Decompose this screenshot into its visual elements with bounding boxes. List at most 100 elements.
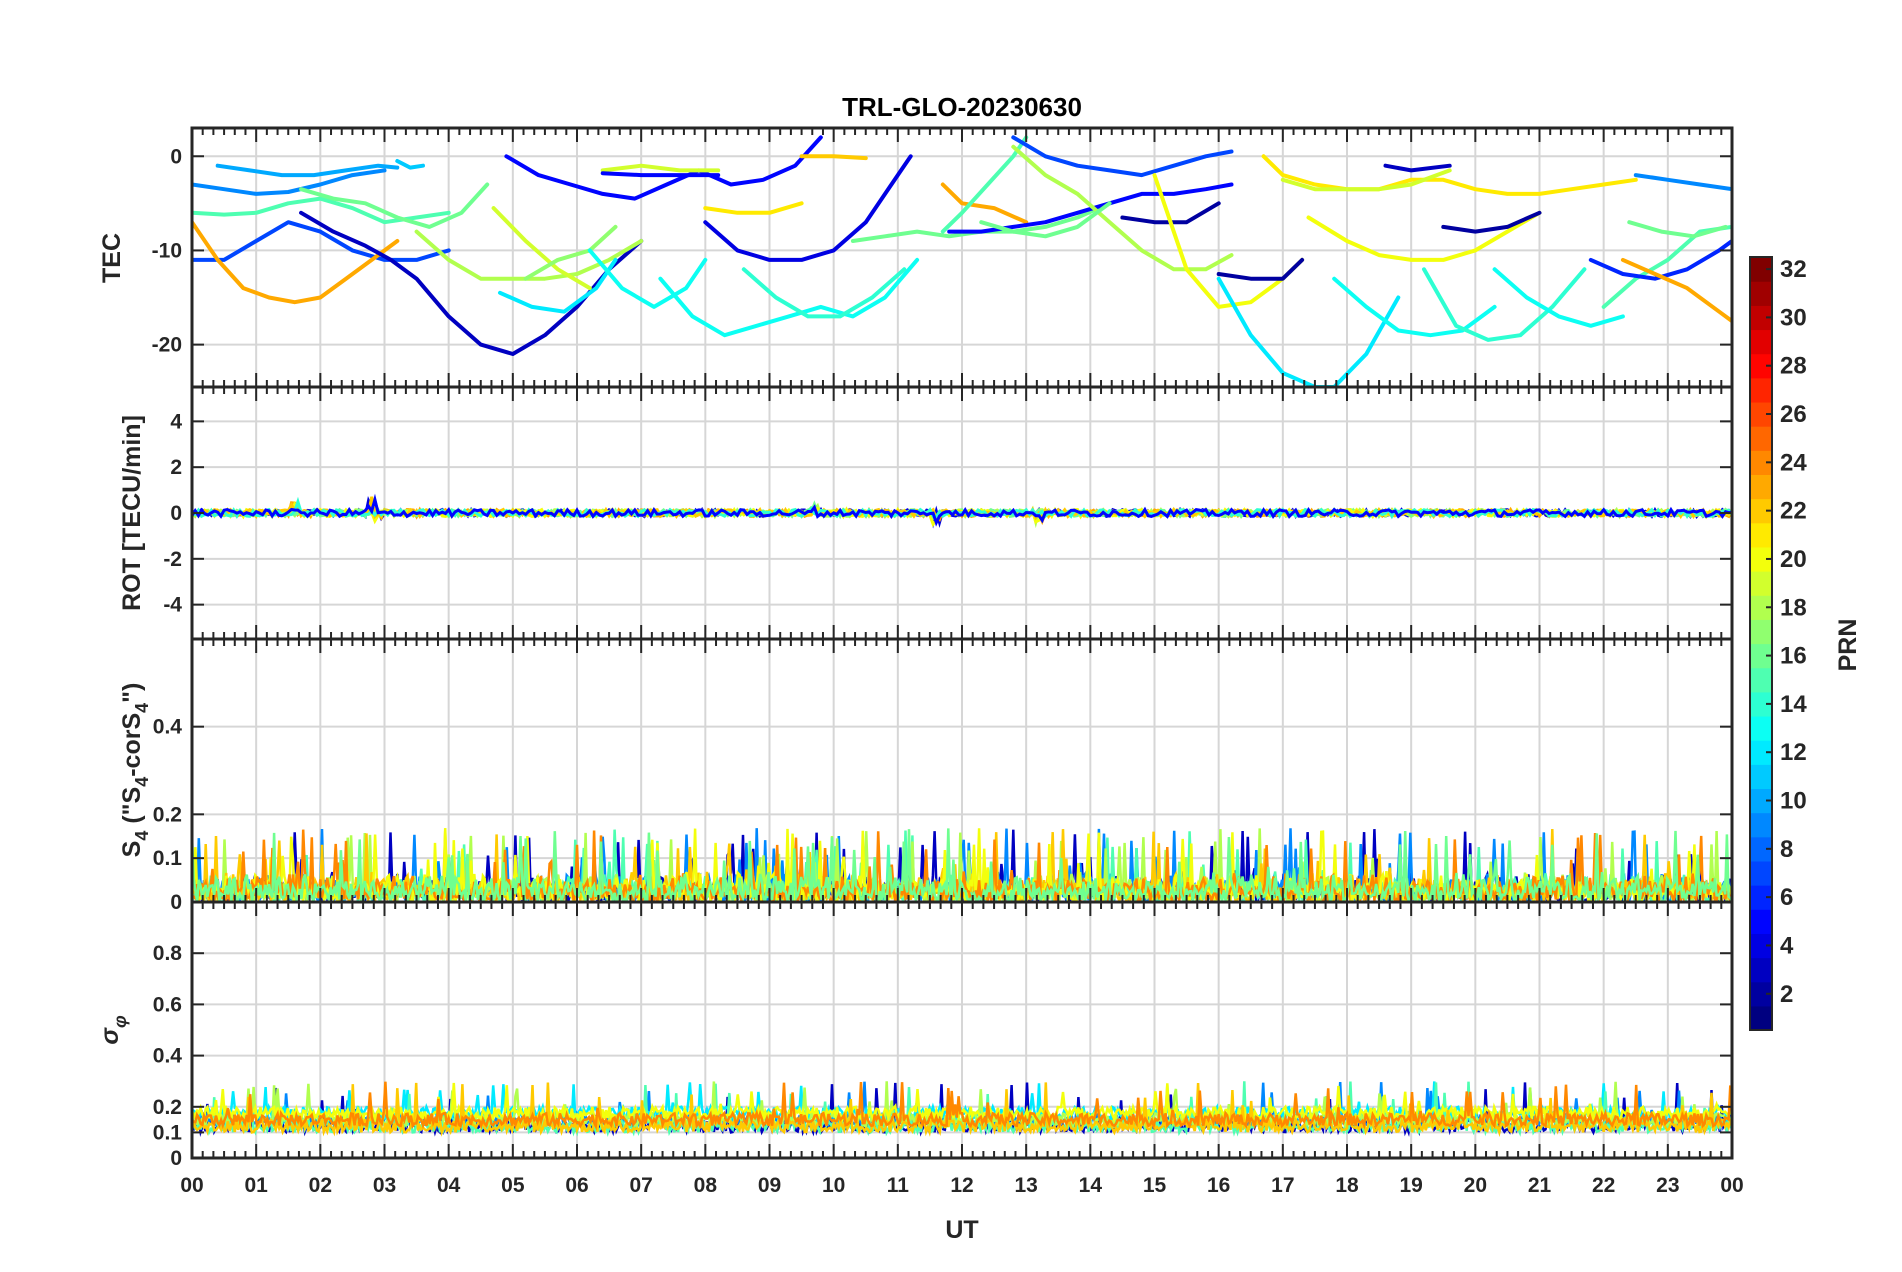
x-tick-label: 17 (1271, 1174, 1294, 1197)
colorbar-band (1750, 1005, 1772, 1031)
tec-series-prn-18 (1011, 144, 1234, 272)
x-tick-label: 11 (887, 1174, 910, 1197)
colorbar-band (1750, 667, 1772, 693)
tec-series-prn-19 (491, 206, 592, 291)
colorbar-band (1750, 740, 1772, 765)
colorbar-band (1750, 353, 1772, 379)
tec-series-prn-22 (799, 154, 868, 161)
x-tick-label: 19 (1399, 1174, 1422, 1197)
tec-series-prn-16 (979, 201, 1112, 239)
tec-series-prn-7 (1011, 135, 1234, 178)
y-tick-label: 2 (170, 456, 182, 479)
y-tick-label: 0.2 (153, 1096, 182, 1119)
colorbar-band (1750, 909, 1772, 934)
tec-series-prn-21 (703, 201, 804, 215)
colorbar-band (1750, 619, 1772, 645)
s4-y-sub: 4 (132, 831, 152, 841)
colorbar-band (1750, 281, 1772, 306)
y-tick-label: -2 (163, 548, 182, 571)
x-tick-label: 00 (1720, 1174, 1743, 1197)
tec-series-prn-2 (1441, 210, 1542, 234)
s4-y-end: ") (118, 683, 146, 703)
tec-series-prn-3 (1383, 163, 1452, 173)
tec-series-prn-5 (600, 171, 721, 178)
colorbar-band (1750, 377, 1772, 403)
y-tick-label: 0.8 (153, 942, 183, 965)
colorbar-label: PRN (1834, 619, 1862, 672)
s4-y-sub-3: 4 (132, 703, 152, 713)
x-tick-label: 01 (244, 1174, 268, 1197)
colorbar-band (1750, 595, 1772, 620)
x-tick-label: 03 (373, 1174, 396, 1197)
colorbar-tick-label: 14 (1780, 691, 1807, 718)
y-tick-label: 0 (170, 145, 182, 168)
colorbar-band (1750, 643, 1772, 669)
colorbar-band (1750, 401, 1772, 427)
tec-series-prn-19 (600, 163, 721, 173)
colorbar-band (1750, 933, 1772, 959)
y-tick-label: 0 (170, 1147, 182, 1170)
x-tick-label: 22 (1592, 1174, 1615, 1197)
y-tick-label: 0.6 (153, 993, 182, 1016)
tec-series-prn-9 (192, 168, 387, 196)
colorbar-band (1750, 885, 1772, 910)
tec-series-prn-20 (1306, 210, 1542, 262)
tec-series-prn-11 (395, 159, 425, 170)
x-tick-label: 08 (694, 1174, 718, 1197)
colorbar-band (1750, 329, 1772, 355)
tec-series-prn-23 (1620, 257, 1732, 324)
colorbar-band (1750, 474, 1772, 500)
panel-sigma: 0 0.10.2 0.4 0.6 0.8 (153, 900, 1734, 1170)
panel-rot: -4 -2 0 2 4 (163, 385, 1734, 641)
x-tick-label: 21 (1528, 1174, 1552, 1197)
tec-series-prn-13 (658, 257, 920, 338)
x-axis-label: UT (945, 1216, 978, 1244)
tec-series-prn-5 (504, 135, 823, 201)
sigma-series-prn-24 (192, 1081, 1732, 1131)
y-tick-label: 0 (170, 891, 182, 914)
colorbar-band (1750, 571, 1772, 596)
tec-series-prn-16 (1627, 220, 1728, 239)
y-tick-label: 0.2 (153, 803, 182, 826)
x-tick-label: 23 (1656, 1174, 1679, 1197)
y-tick-label: 0.4 (153, 716, 183, 739)
tec-series-prn-13 (1492, 267, 1625, 328)
tec-series-prn-2 (1216, 257, 1305, 281)
tec-series-prn-13 (1332, 276, 1497, 338)
y-tick-label: -20 (152, 334, 182, 357)
tec-series-prn-6 (1588, 239, 1732, 281)
colorbar-frame (1749, 256, 1773, 1031)
colorbar-tick-label: 16 (1780, 643, 1807, 670)
colorbar-band (1750, 812, 1772, 838)
tec-series-prn-3 (299, 210, 644, 356)
data-rot (192, 493, 1732, 529)
tec-series-prn-23 (192, 220, 400, 305)
colorbar-tick-label: 6 (1780, 884, 1793, 911)
colorbar-band (1750, 305, 1772, 331)
y-tick-label: 4 (170, 410, 182, 433)
tec-series-prn-7 (192, 220, 451, 262)
x-tick-label: 18 (1335, 1174, 1359, 1197)
tec-series-prn-10 (215, 163, 400, 178)
colorbar-band (1750, 450, 1772, 476)
x-tick-label: 00 (180, 1174, 203, 1197)
tec-series-prn-16 (299, 182, 490, 229)
colorbar-band (1750, 522, 1772, 548)
x-tick-label: 06 (565, 1174, 588, 1197)
colorbar-tick-label: 18 (1780, 594, 1807, 621)
sigma-y-label: σφ (96, 1015, 130, 1045)
sigma-y-sub: φ (110, 1015, 130, 1028)
x-tick-label: 12 (950, 1174, 973, 1197)
x-tick-label: 20 (1464, 1174, 1487, 1197)
rot-series-prn-5 (192, 493, 1732, 527)
y-tick-label: 0.1 (153, 1121, 183, 1144)
s4-y-mid-2: -corS (118, 713, 146, 777)
data-tec (192, 135, 1732, 387)
y-tick-label: -10 (152, 239, 182, 262)
tec-series-prn-19 (1280, 168, 1452, 192)
rot-y-label: ROT [TECU/min] (118, 415, 146, 611)
tec-series-prn-12 (498, 257, 618, 314)
tec-y-label: TEC (98, 233, 126, 283)
colorbar-tick-label: 32 (1780, 256, 1807, 283)
